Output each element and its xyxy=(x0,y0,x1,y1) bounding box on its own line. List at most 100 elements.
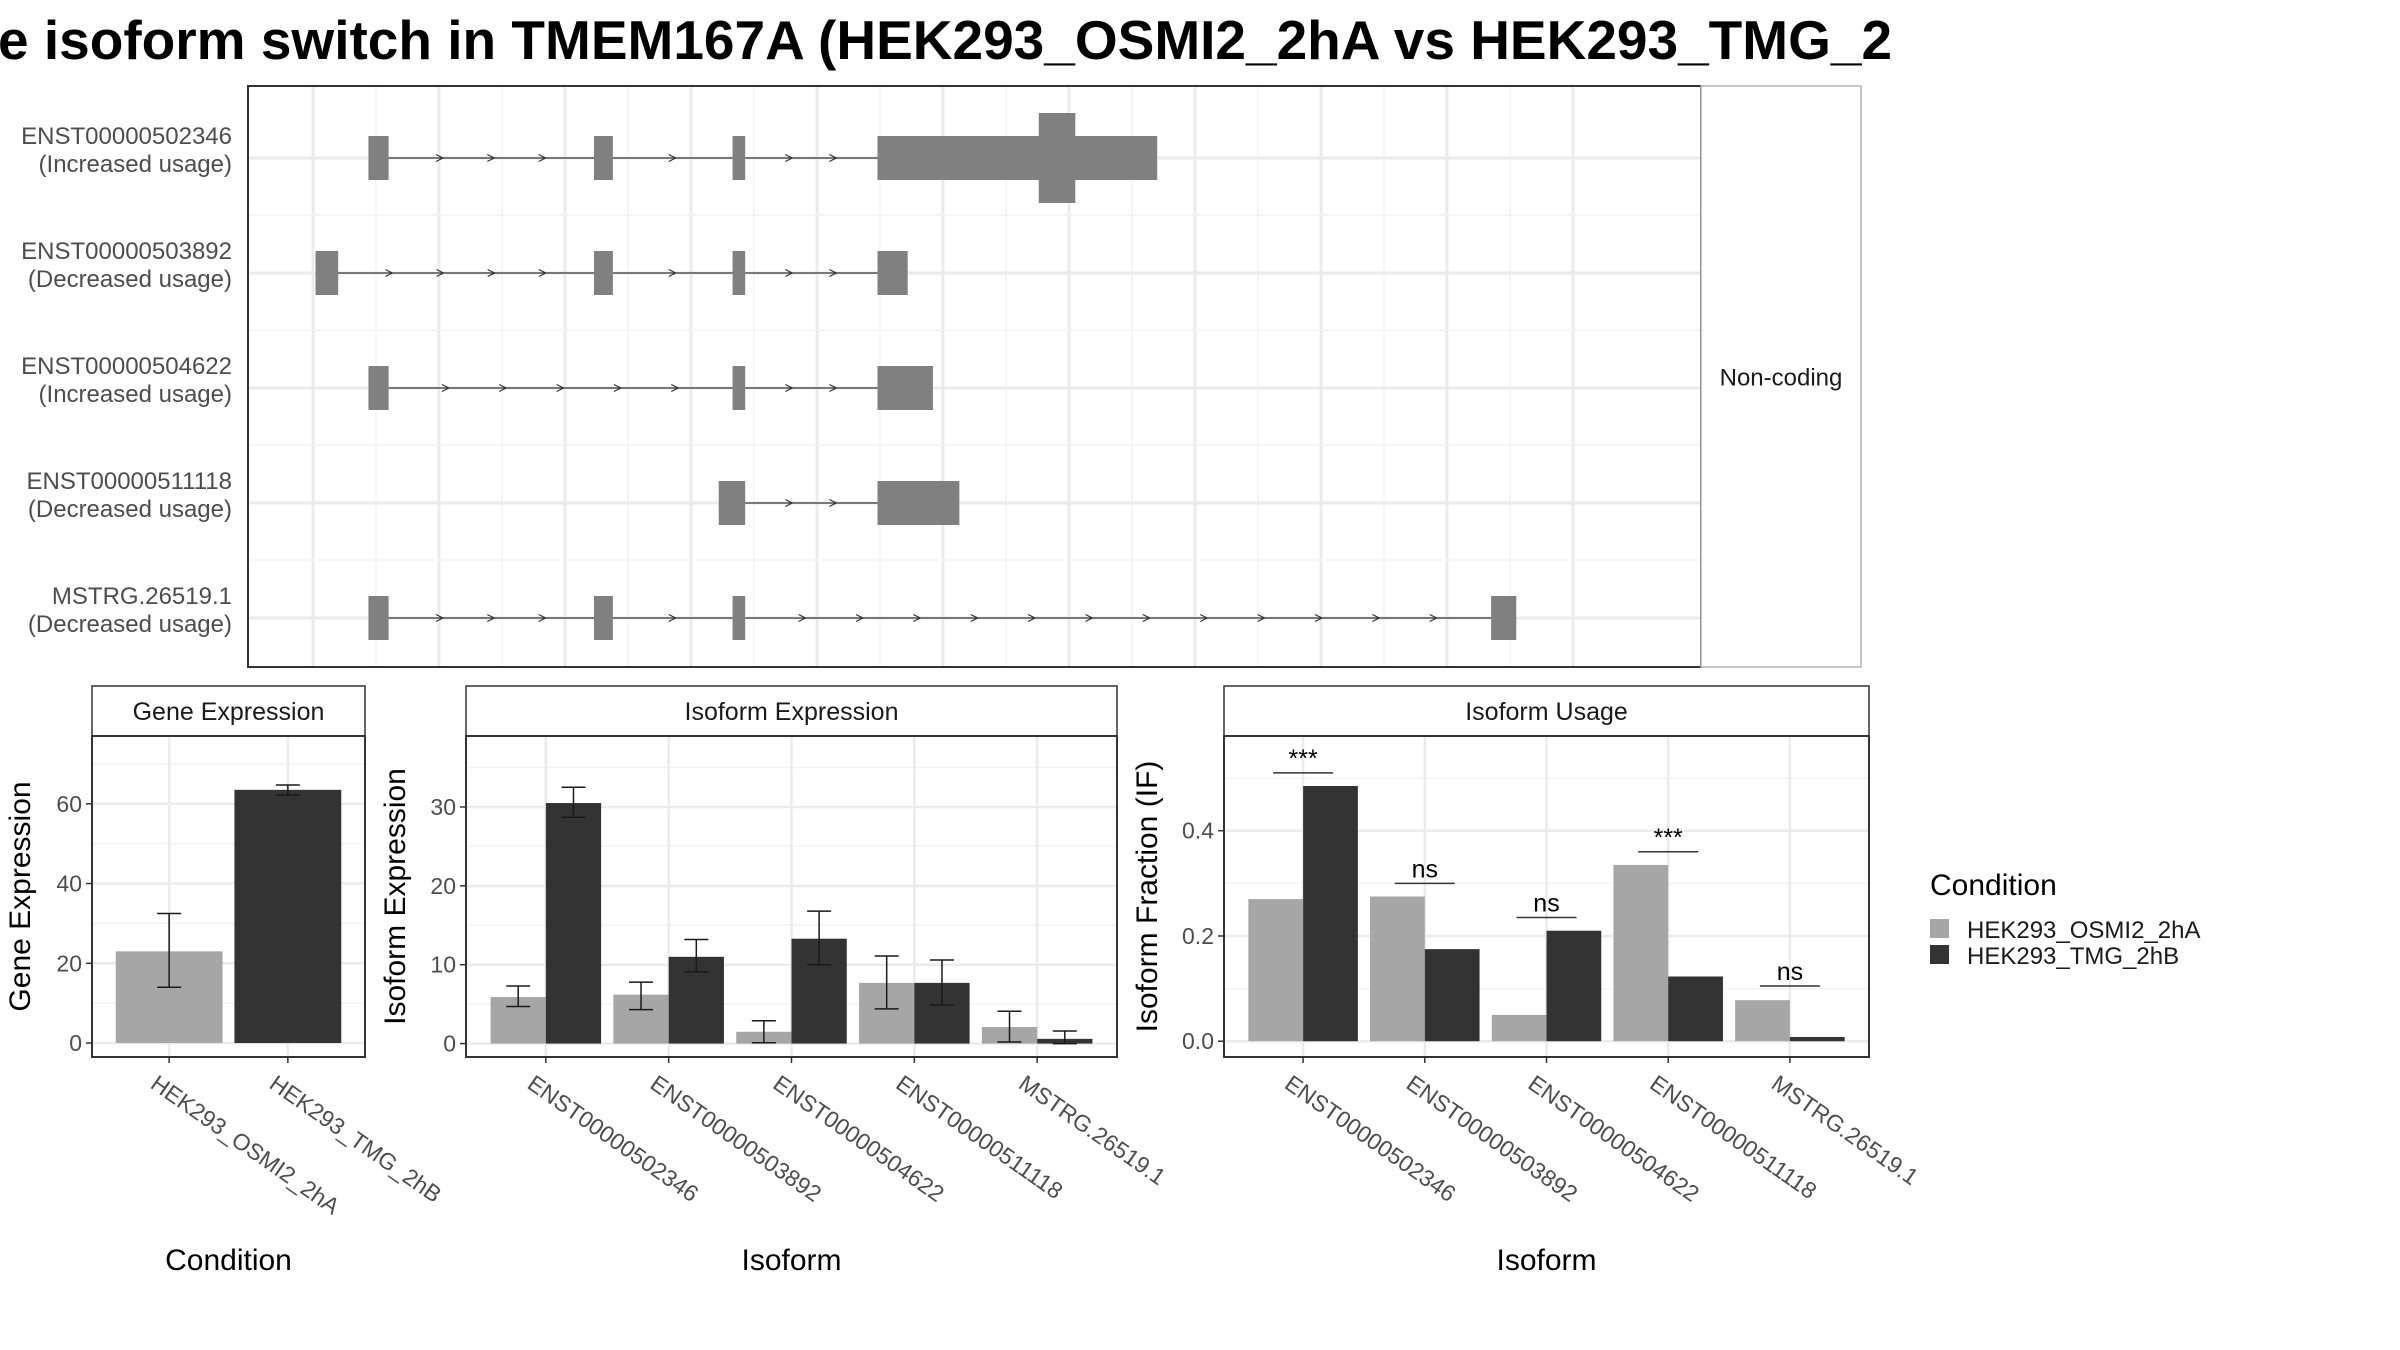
exon-block xyxy=(877,251,908,295)
transcript-usage-label: (Decreased usage) xyxy=(28,496,232,523)
bar xyxy=(1370,896,1425,1042)
strand-arrow xyxy=(668,268,678,278)
y-tick-label: 0 xyxy=(443,1031,456,1057)
strand-arrow xyxy=(435,153,445,163)
y-tick-label: 60 xyxy=(56,791,82,817)
significance-label: ns xyxy=(1412,855,1438,883)
y-tick-label: 20 xyxy=(430,873,456,899)
bar xyxy=(234,789,342,1044)
panel-strip-title: Isoform Expression xyxy=(685,698,899,726)
panel-strip-title: Gene Expression xyxy=(133,698,325,726)
exon-block xyxy=(718,481,746,525)
plot-border xyxy=(91,735,366,1058)
exon-block xyxy=(368,596,389,640)
facet-strip xyxy=(1700,85,1862,668)
strand-arrow xyxy=(855,613,865,623)
strand-arrow xyxy=(538,613,547,623)
strand-arrow xyxy=(1027,613,1037,623)
x-axis-label: Isoform xyxy=(741,1244,841,1277)
strand-arrow xyxy=(1199,613,1209,623)
panel-strip-title: Isoform Usage xyxy=(1465,698,1628,726)
strand-arrow xyxy=(1142,613,1152,623)
significance-label: *** xyxy=(1289,745,1318,773)
bar xyxy=(1789,1037,1845,1042)
exon-block xyxy=(315,251,339,295)
exon-block xyxy=(877,136,1158,180)
condition-legend: Condition HEK293_OSMI2_2hA HEK293_TMG_2h… xyxy=(1930,869,2200,970)
significance-label: ns xyxy=(1777,958,1803,986)
strand-arrow xyxy=(1372,613,1381,623)
y-tick-label: 30 xyxy=(430,794,456,820)
transcript-usage-label: (Increased usage) xyxy=(39,381,232,408)
strand-arrow xyxy=(556,383,565,393)
exon-block xyxy=(593,251,613,295)
bar xyxy=(1303,785,1358,1042)
legend-swatch-condition-a xyxy=(1930,919,1949,938)
bar xyxy=(1735,1000,1790,1042)
exon-block xyxy=(877,366,933,410)
bar xyxy=(1613,864,1669,1042)
strand-arrow xyxy=(1085,613,1094,623)
strand-arrow xyxy=(829,498,838,508)
strand-arrow xyxy=(385,268,394,278)
bar xyxy=(545,803,602,1044)
strand-arrow xyxy=(670,383,680,393)
strand-arrow xyxy=(487,613,496,623)
strand-arrow xyxy=(829,268,838,278)
y-axis-label: Isoform Expression xyxy=(379,768,412,1025)
bar xyxy=(1424,949,1480,1042)
y-axis-label: Isoform Fraction (IF) xyxy=(1131,761,1164,1033)
y-tick-label: 10 xyxy=(430,952,456,978)
bar xyxy=(1668,976,1723,1042)
strand-arrow xyxy=(487,153,496,163)
strand-arrow xyxy=(829,153,838,163)
y-tick-label: 0.4 xyxy=(1182,818,1214,844)
transcript-usage-label: (Decreased usage) xyxy=(28,611,232,638)
panel-strip xyxy=(91,685,366,737)
bar xyxy=(1248,899,1304,1042)
strand-arrow xyxy=(498,383,508,393)
y-tick-label: 0 xyxy=(69,1030,82,1056)
transcript-id-label: ENST00000504622 xyxy=(21,353,232,380)
strand-arrow xyxy=(436,268,445,278)
transcript-id-label: ENST00000502346 xyxy=(21,123,232,150)
isoform-expression-panel: Isoform Expression0102030ENST00000502346… xyxy=(379,685,1171,1277)
strand-arrow xyxy=(538,268,548,278)
legend-label-condition-b: HEK293_TMG_2hB xyxy=(1967,943,2179,970)
x-axis-label: Condition xyxy=(165,1244,292,1277)
strand-arrow xyxy=(538,153,547,163)
panel-strip xyxy=(465,685,1118,737)
exon-block xyxy=(1038,113,1076,203)
facet-strip-label: Non-coding xyxy=(1720,365,1843,392)
y-tick-label: 20 xyxy=(56,950,82,976)
isoform-usage-panel: Isoform Usage0.00.20.4***nsns***nsENST00… xyxy=(1131,685,1923,1277)
exon-block xyxy=(877,481,960,525)
y-tick-label: 0.2 xyxy=(1182,923,1214,949)
exon-block xyxy=(732,251,746,295)
bar xyxy=(1491,1014,1547,1042)
strand-arrow xyxy=(913,613,922,623)
strand-arrow xyxy=(1429,613,1439,623)
y-axis-label: Gene Expression xyxy=(4,781,37,1011)
legend-title: Condition xyxy=(1930,869,2057,902)
strand-arrow xyxy=(798,613,807,623)
transcript-usage-label: (Decreased usage) xyxy=(28,266,232,293)
strand-arrow xyxy=(829,383,838,393)
strand-arrow xyxy=(668,153,678,163)
strand-arrow xyxy=(487,268,497,278)
exon-block xyxy=(368,366,389,410)
x-tick-label: HEK293_OSMI2_2hA xyxy=(146,1070,345,1220)
strand-arrow xyxy=(785,153,794,163)
exon-block xyxy=(368,136,389,180)
exon-block xyxy=(732,136,746,180)
strand-arrow xyxy=(785,498,794,508)
y-tick-label: 40 xyxy=(56,871,82,897)
exon-block xyxy=(1491,596,1517,640)
strand-arrow xyxy=(1314,613,1324,623)
transcript-usage-label: (Increased usage) xyxy=(39,151,232,178)
y-tick-label: 0.0 xyxy=(1182,1028,1214,1054)
significance-label: *** xyxy=(1654,824,1683,852)
exon-block xyxy=(593,136,613,180)
